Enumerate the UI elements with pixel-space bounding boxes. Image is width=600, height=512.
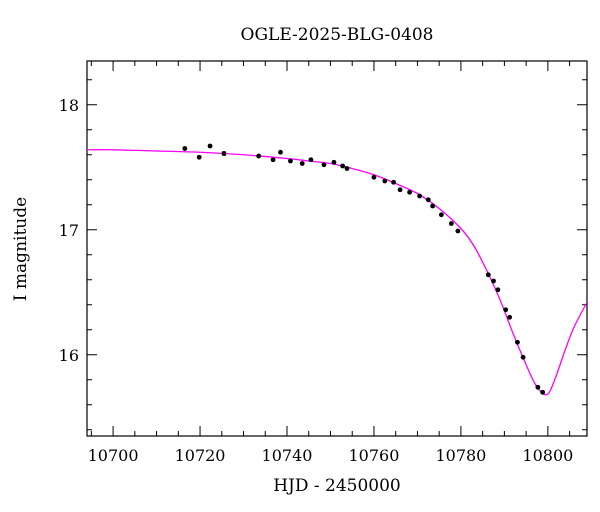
data-marker — [288, 158, 293, 164]
data-marker — [448, 221, 454, 226]
plot-frame — [86, 60, 588, 437]
data-marker — [382, 178, 388, 184]
data-point — [485, 272, 491, 278]
x-tick-label: 10740 — [262, 446, 313, 465]
data-marker — [535, 384, 541, 390]
data-point — [207, 143, 213, 149]
y-tick-label: 18 — [59, 96, 79, 115]
data-point — [503, 307, 509, 313]
data-point — [417, 193, 423, 199]
data-marker — [485, 272, 491, 278]
axis-tick-labels: 10700 10720 10740 10760 10780 10800 16 17 18 — [59, 96, 574, 465]
data-point — [438, 212, 444, 218]
data-point — [455, 228, 461, 234]
data-marker — [495, 287, 501, 293]
data-point — [382, 178, 388, 184]
y-axis-label: I magnitude — [11, 197, 31, 301]
data-point — [331, 159, 337, 165]
data-marker — [207, 143, 213, 149]
data-marker — [331, 159, 337, 165]
data-marker — [425, 197, 431, 203]
data-point — [288, 158, 293, 164]
data-point — [391, 179, 396, 185]
data-marker — [256, 153, 262, 159]
data-point — [340, 163, 346, 169]
data-points-layer — [182, 143, 546, 395]
data-point — [308, 157, 314, 163]
data-marker — [196, 154, 202, 160]
data-marker — [299, 161, 305, 166]
data-marker — [438, 212, 444, 218]
data-point — [448, 221, 454, 226]
data-point — [371, 174, 377, 180]
data-marker — [520, 354, 526, 360]
data-point — [515, 339, 520, 345]
y-tick-label: 16 — [59, 346, 79, 365]
data-marker — [308, 157, 314, 163]
data-point — [270, 157, 276, 163]
data-point — [507, 314, 513, 320]
data-marker — [270, 157, 276, 163]
x-tick-label: 10700 — [88, 446, 139, 465]
chart-title: OGLE-2025-BLG-0408 — [241, 25, 434, 45]
data-point — [430, 203, 436, 209]
data-marker — [344, 166, 350, 171]
data-marker — [507, 314, 513, 320]
data-point — [182, 146, 188, 151]
data-marker — [503, 307, 509, 313]
data-point — [344, 166, 350, 171]
data-marker — [391, 179, 396, 185]
data-point — [397, 187, 403, 193]
data-marker — [278, 149, 283, 155]
data-point — [299, 161, 305, 166]
model-curve — [87, 149, 587, 396]
data-marker — [340, 163, 346, 169]
data-point — [540, 389, 546, 395]
x-axis-label: HJD - 2450000 — [273, 476, 401, 496]
x-tick-label: 10780 — [435, 446, 486, 465]
data-marker — [455, 228, 461, 234]
y-tick-label: 17 — [59, 221, 79, 240]
data-point — [221, 151, 227, 156]
data-point — [535, 384, 541, 390]
data-marker — [540, 389, 546, 395]
axis-ticks — [87, 61, 587, 436]
x-tick-label: 10720 — [175, 446, 226, 465]
data-point — [425, 197, 431, 203]
data-marker — [430, 203, 436, 209]
data-point — [491, 278, 496, 284]
data-point — [278, 149, 283, 155]
x-tick-label: 10760 — [349, 446, 400, 465]
data-marker — [407, 189, 413, 195]
data-marker — [371, 174, 377, 180]
data-marker — [221, 151, 227, 156]
data-marker — [491, 278, 496, 284]
data-point — [407, 189, 413, 195]
data-point — [321, 162, 327, 168]
data-marker — [515, 339, 520, 345]
data-point — [196, 154, 202, 160]
data-point — [256, 153, 262, 159]
data-marker — [321, 162, 327, 168]
data-marker — [397, 187, 403, 193]
data-marker — [182, 146, 188, 151]
model-curve-layer — [87, 149, 587, 396]
data-marker — [417, 193, 423, 199]
data-point — [520, 354, 526, 360]
data-point — [495, 287, 501, 293]
x-tick-label: 10800 — [522, 446, 573, 465]
